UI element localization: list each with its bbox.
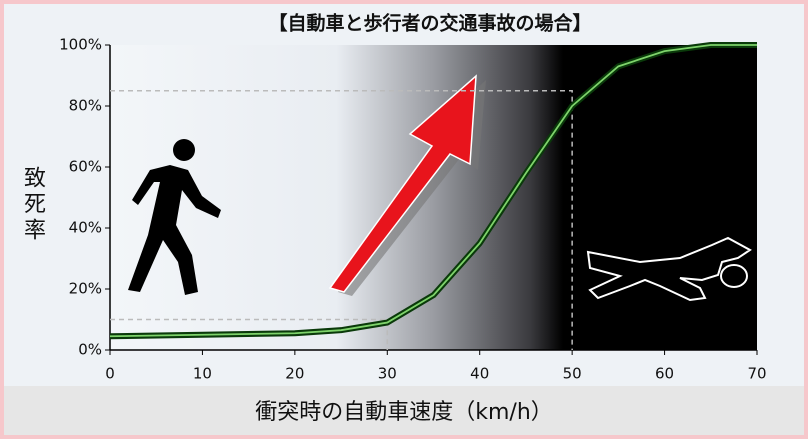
- y-tick-label: 60%: [69, 158, 102, 176]
- pedestrian-icon: [128, 139, 221, 295]
- x-tick-label: 40: [470, 365, 489, 383]
- x-tick-label: 10: [193, 365, 212, 383]
- x-tick-label: 0: [105, 365, 115, 383]
- plot-background: [110, 45, 757, 350]
- x-label-band: [4, 386, 804, 435]
- y-tick-label: 0%: [78, 341, 102, 359]
- reference-line: [110, 90, 573, 350]
- x-tick-label: 20: [285, 365, 304, 383]
- reference-line: [110, 318, 389, 350]
- x-tick-label: 30: [378, 365, 397, 383]
- x-tick-label: 50: [563, 365, 582, 383]
- trend-arrow: [328, 74, 486, 296]
- y-tick-label: 80%: [69, 97, 102, 115]
- chart-title: 【自動車と歩行者の交通事故の場合】: [268, 12, 591, 35]
- x-axis-label: 衝突時の自動車速度（km/h）: [255, 400, 553, 425]
- victim-outline: [586, 236, 752, 302]
- y-axis-label: 致死率: [20, 166, 46, 244]
- y-tick-label: 20%: [69, 280, 102, 298]
- y-tick-label: 40%: [69, 219, 102, 237]
- x-tick-label: 60: [655, 365, 674, 383]
- line: [109, 44, 757, 338]
- y-tick-label: 100%: [59, 36, 102, 54]
- x-tick-label: 70: [747, 365, 766, 383]
